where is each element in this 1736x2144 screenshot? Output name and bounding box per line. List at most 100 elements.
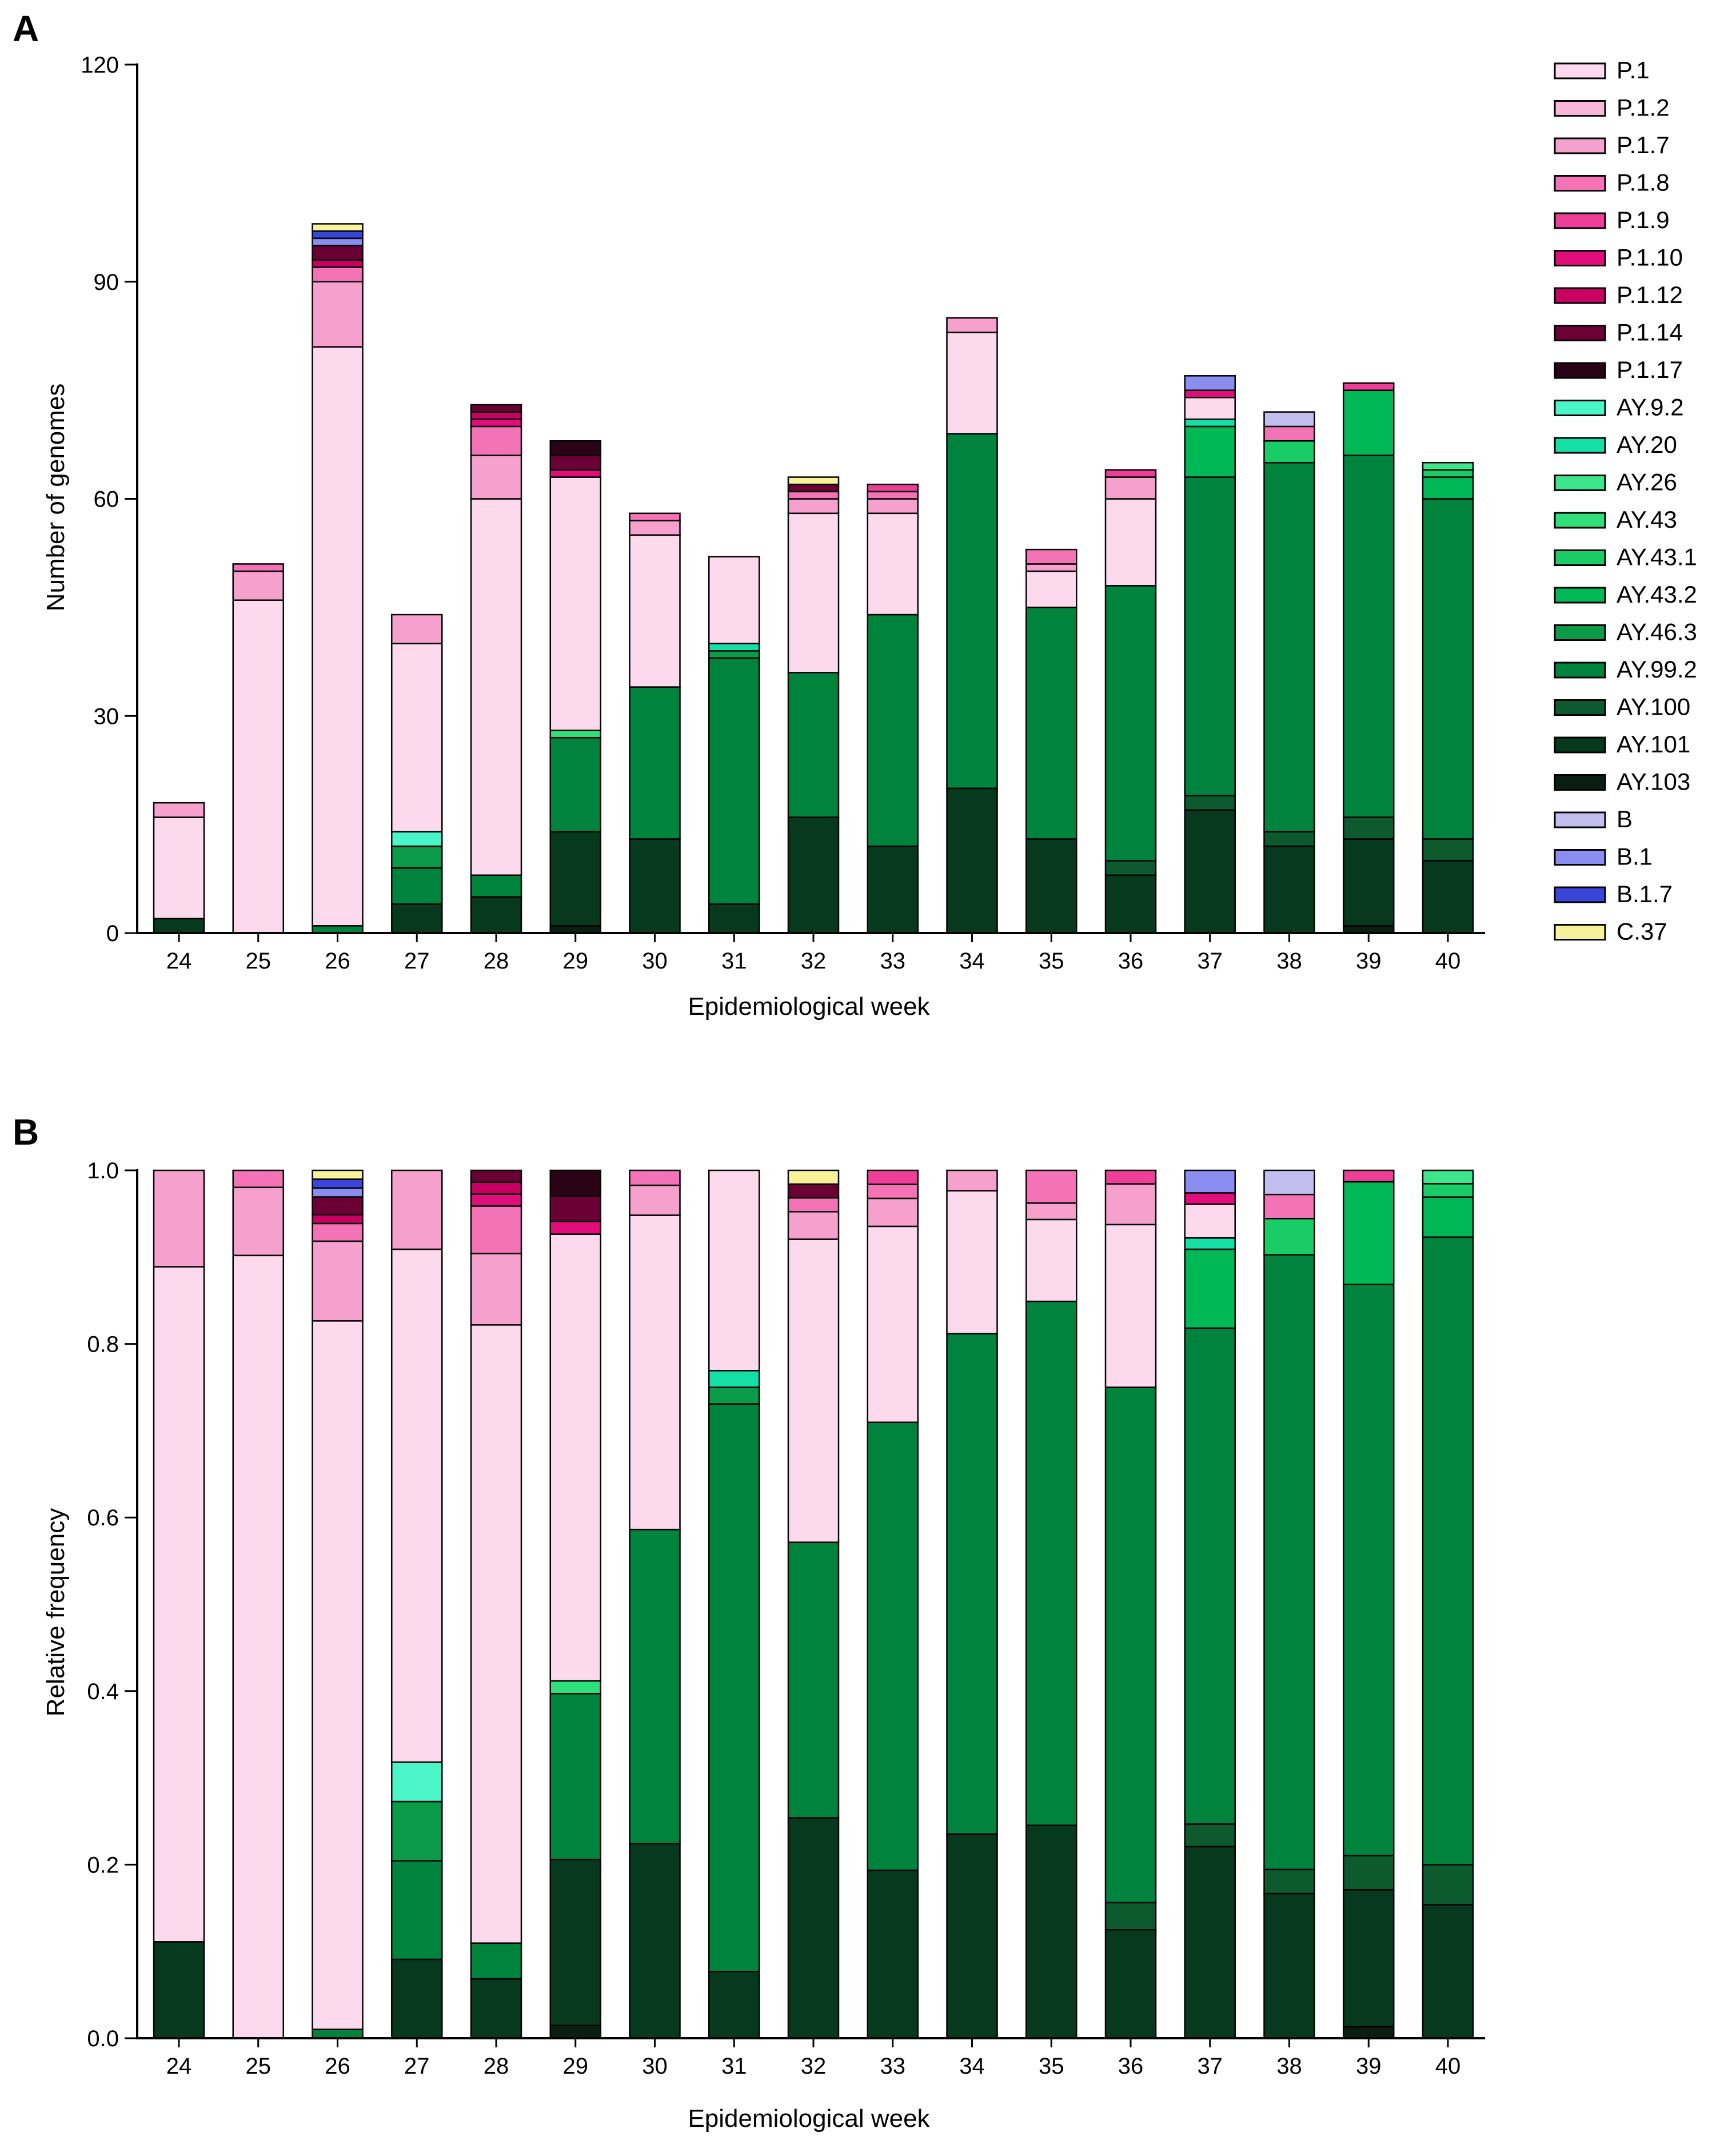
b-bar-27-AY.101 [391,1958,443,2039]
b-bar-30-AY.99.2 [629,1528,681,1845]
a-bar-36-P.1.9 [1104,469,1157,478]
b-bar-29-P.1.10 [549,1221,601,1235]
a-bar-27-P.1.7 [391,613,443,644]
b-bar-39-P.1.9 [1343,1169,1395,1183]
b-xtick-label: 35 [1039,2054,1064,2079]
b-bar-39-AY.100 [1343,1855,1395,1891]
a-bar-28-P.1.7 [470,455,522,500]
a-bar-25-P.1 [232,599,284,934]
b-bar-34-P.1.7 [946,1169,998,1191]
legend-swatch-AY.26 [1554,475,1606,491]
a-bar-32-P.1.7 [787,498,840,515]
a-bar-35-P.1.8 [1025,548,1077,565]
b-bar-31-AY.101 [708,1970,760,2039]
b-bar-26-P.1.8 [312,1222,364,1242]
legend-label-P.1.7: P.1.7 [1617,131,1670,158]
a-bar-28-P.1.14 [470,404,522,413]
b-bar-27-AY.99.2 [391,1860,443,1960]
b-bar-28-P.1.12 [470,1181,522,1195]
a-xtick-label: 25 [246,949,272,974]
a-bar-27-AY.101 [391,903,443,934]
b-xtick-label: 37 [1198,2054,1223,2079]
b-ytick-label: 0.4 [87,1679,119,1704]
b-bar-39-AY.103 [1343,2026,1395,2039]
b-bar-31-P.1 [708,1169,760,1372]
legend-label-P.1.17: P.1.17 [1617,356,1683,383]
a-bar-26-B.1 [312,237,364,246]
b-xtick-label: 24 [166,2054,192,2079]
a-bar-24-P.1 [153,816,205,919]
legend-swatch-P.1.17 [1554,362,1606,379]
legend-label-AY.46.3: AY.46.3 [1617,619,1697,645]
a-bar-39-AY.101 [1343,838,1395,927]
b-ytick-label: 0.2 [87,1852,119,1878]
b-ytick-label: 0.6 [87,1505,119,1531]
a-xtick-label: 40 [1435,949,1461,974]
a-bar-31-AY.20 [708,643,760,652]
a-bar-30-P.1.7 [629,520,681,536]
b-bar-34-P.1 [946,1190,998,1334]
legend-label-P.1.2: P.1.2 [1617,94,1670,121]
b-bar-32-P.1.7 [787,1211,840,1240]
a-bar-34-P.1 [946,332,998,435]
legend-swatch-C.37 [1554,924,1606,941]
legend-swatch-P.1.2 [1554,100,1606,117]
b-bar-26-B.1 [312,1187,364,1198]
legend-swatch-B.1 [1554,849,1606,866]
b-bar-27-AY.46.3 [391,1800,443,1862]
b-xtick-label: 28 [484,2054,509,2079]
a-bar-26-P.1.7 [312,281,364,348]
a-xtick-label: 28 [484,949,509,974]
b-bar-30-P.1.7 [629,1184,681,1216]
b-bar-35-P.1.8 [1025,1169,1077,1204]
b-bar-26-P.1.12 [312,1214,364,1225]
legend-label-B: B [1617,806,1633,832]
b-bar-25-P.1 [232,1254,284,2039]
b-bar-37-AY.99.2 [1184,1327,1236,1825]
b-bar-37-P.1.10 [1184,1192,1236,1205]
a-bar-36-AY.101 [1104,874,1157,934]
chart-b-frequency-plot: 24 25 26 27 28 29 30 31 32 33 34 35 36 37 38 39 40 0.0 0.2… [42,1158,1485,2133]
b-xtick-label: 27 [404,2054,430,2079]
a-bar-31-AY.46.3 [708,650,760,659]
b-bar-36-AY.100 [1104,1902,1157,1931]
a-bar-35-P.1 [1025,570,1077,608]
a-xtick-label: 26 [325,949,350,974]
a-bar-32-AY.101 [787,816,840,934]
legend-label-P.1.12: P.1.12 [1617,281,1683,308]
a-bar-35-AY.101 [1025,838,1077,934]
a-bar-32-AY.99.2 [787,672,840,818]
a-bar-24-AY.101 [153,918,205,934]
b-bar-33-P.1.8 [867,1183,919,1199]
legend-label-AY.43: AY.43 [1617,506,1677,533]
a-bar-33-AY.101 [867,845,919,934]
legend-label-AY.20: AY.20 [1617,431,1677,458]
b-bar-33-AY.101 [867,1869,919,2039]
b-bar-37-B.1 [1184,1169,1236,1194]
b-bar-27-P.1.7 [391,1169,443,1250]
b-bar-36-P.1.9 [1104,1169,1157,1185]
b-bar-27-AY.9.2 [391,1761,443,1803]
a-bar-28-P.1.12 [470,411,522,420]
b-bar-28-P.1.7 [470,1253,522,1326]
a-ytick-label: 30 [94,704,119,729]
legend-swatch-P.1.14 [1554,325,1606,341]
b-xtick-label: 25 [246,2054,272,2079]
a-bar-26-C.37 [312,223,364,232]
b-xtick-label: 30 [642,2054,668,2079]
a-xtick-label: 27 [404,949,430,974]
b-bar-29-P.1.14 [549,1195,601,1222]
panel-a-letter: A [13,8,39,49]
a-bar-35-P.1.7 [1025,563,1077,572]
b-bar-31-AY.46.3 [708,1386,760,1405]
b-bar-35-P.1 [1025,1218,1077,1302]
a-bar-36-AY.100 [1104,860,1157,876]
legend-label-C.37: C.37 [1617,918,1667,945]
a-bar-29-AY.101 [549,831,601,927]
a-bar-27-AY.9.2 [391,831,443,847]
b-bar-36-AY.99.2 [1104,1386,1157,1904]
a-bar-29-AY.99.2 [549,736,601,833]
b-bar-33-P.1.7 [867,1197,919,1228]
b-bar-30-AY.101 [629,1843,681,2039]
a-ytick-label: 0 [106,921,119,946]
